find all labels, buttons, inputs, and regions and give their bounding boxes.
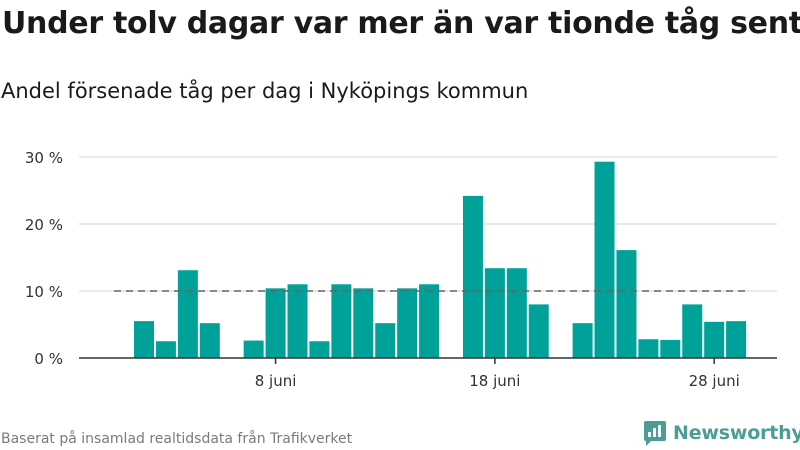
bar[interactable] [572,323,593,358]
y-axis-labels: 0 % 10 % 20 % 30 % [25,149,63,368]
bar[interactable] [506,268,527,358]
bar[interactable] [155,341,176,358]
bar[interactable] [134,321,154,358]
bar[interactable] [704,321,725,358]
bar[interactable] [243,340,264,358]
bar[interactable] [682,304,703,358]
bar[interactable] [462,195,483,358]
x-tick-label: 18 juni [469,372,520,390]
bar[interactable] [726,321,747,358]
bar[interactable] [287,284,308,358]
bar[interactable] [638,339,659,358]
bar[interactable] [397,288,418,358]
y-tick-label: 0 % [34,350,63,368]
brand-logo[interactable]: Newsworthy [643,420,800,446]
bar[interactable] [177,270,198,358]
bar[interactable] [309,341,330,358]
source-note: Baserat på insamlad realtidsdata från Tr… [1,431,353,447]
x-tick-label: 28 juni [689,372,740,390]
x-tick-label: 8 juni [255,372,297,390]
bar[interactable] [594,161,615,358]
bar[interactable] [353,288,374,358]
bar[interactable] [616,250,637,358]
bar[interactable] [484,268,505,358]
y-tick-label: 10 % [25,283,63,301]
bar[interactable] [528,304,549,358]
bar[interactable] [199,323,220,358]
bar[interactable] [375,323,396,358]
newsworthy-logo-icon [644,421,666,446]
x-axis: 8 juni 18 juni 28 juni [79,357,777,390]
chart-subtitle: Andel försenade tåg per dag i Nyköpings … [1,79,529,103]
y-tick-label: 20 % [25,216,63,234]
bar[interactable] [331,284,352,358]
brand-name: Newsworthy [673,422,800,444]
bar[interactable] [419,284,440,358]
bar-chart: 0 % 10 % 20 % 30 % 8 juni 18 juni 28 juni [25,149,777,390]
chart-title: Under tolv dagar var mer än var tionde t… [2,6,800,41]
y-tick-label: 30 % [25,149,63,167]
bars [134,161,747,358]
bar[interactable] [265,288,286,358]
bar[interactable] [660,339,681,358]
